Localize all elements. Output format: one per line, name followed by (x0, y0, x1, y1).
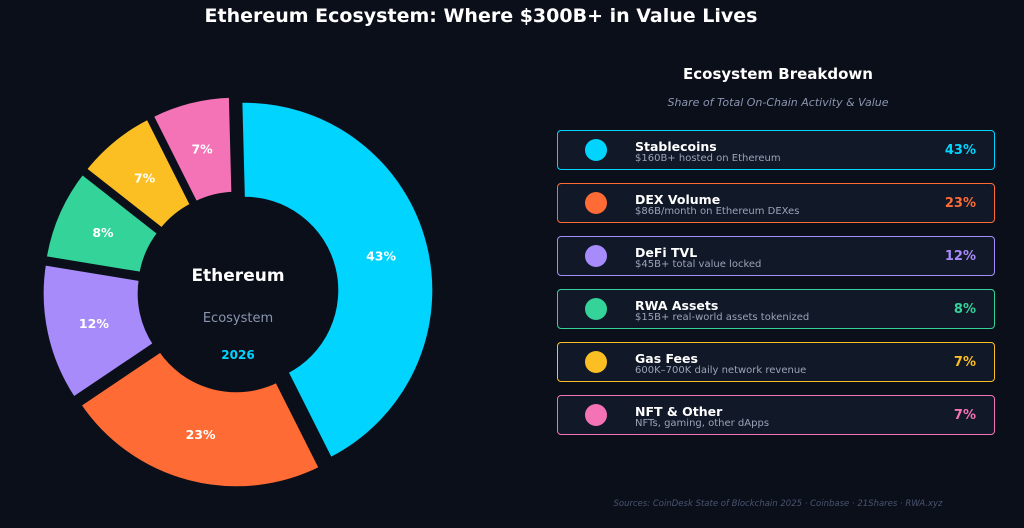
legend-dot-icon (585, 351, 607, 373)
card-percent: 23% (944, 196, 976, 211)
slice-label: 43% (366, 249, 396, 264)
slice-nft-other (148, 92, 237, 207)
card-name: Gas Fees (635, 351, 698, 366)
card-description: NFTs, gaming, other dApps (635, 418, 770, 429)
legend-dot-icon (585, 139, 607, 161)
legend-dot-icon (585, 404, 607, 426)
panel-subtitle: Share of Total On-Chain Activity & Value (667, 96, 889, 109)
card-percent: 7% (953, 355, 976, 370)
breakdown-card-dex-volume: DEX Volume $86B/month on Ethereum DEXes 23… (557, 183, 995, 223)
legend-dot-icon (585, 192, 607, 214)
slice-label: 7% (191, 141, 213, 156)
legend-dot-icon (585, 245, 607, 267)
card-description: $15B+ real-world assets tokenized (635, 312, 810, 323)
card-name: NFT & Other (635, 404, 723, 419)
donut-hole (147, 201, 329, 383)
card-percent: 8% (953, 302, 976, 317)
center-title: Ethereum (191, 266, 284, 286)
card-percent: 12% (944, 249, 976, 264)
slice-stablecoins (237, 97, 438, 463)
panel-title: Ecosystem Breakdown (683, 65, 873, 83)
card-description: 600K–700K daily network revenue (635, 365, 807, 376)
card-description: $45B+ total value locked (635, 259, 762, 270)
slice-rwa-assets (41, 169, 163, 277)
breakdown-card-stablecoins: Stablecoins $160B+ hosted on Ethereum 43% (557, 130, 995, 170)
card-percent: 7% (953, 408, 976, 423)
slice-label: 7% (134, 170, 156, 185)
card-name: RWA Assets (635, 298, 719, 313)
breakdown-card-rwa-assets: RWA Assets $15B+ real-world assets tokeni… (557, 289, 995, 329)
breakdown-card-defi-tvl: DeFi TVL $45B+ total value locked 12% (557, 236, 995, 276)
card-description: $86B/month on Ethereum DEXes (635, 206, 800, 217)
slice-label: 8% (92, 225, 114, 240)
slice-label: 23% (186, 427, 216, 442)
center-subtitle: Ecosystem (203, 311, 273, 326)
card-name: DEX Volume (635, 192, 721, 207)
chart-title: Ethereum Ecosystem: Where $300B+ in Valu… (204, 5, 758, 27)
card-description: $160B+ hosted on Ethereum (635, 153, 781, 164)
donut-chart: Ethereum Ecosystem 2026 43% 23% 12% 8% 7% 7% (38, 92, 438, 492)
center-year: 2026 (221, 348, 254, 362)
sources-footnote: Sources: CoinDesk State of Blockchain 20… (613, 499, 943, 509)
slice-label: 12% (79, 316, 109, 331)
legend-dot-icon (585, 298, 607, 320)
slice-dex-volume (76, 347, 325, 492)
card-percent: 43% (944, 143, 976, 158)
breakdown-card-gas-fees: Gas Fees 600K–700K daily network revenue 7… (557, 342, 995, 382)
card-name: DeFi TVL (635, 245, 698, 260)
card-name: Stablecoins (635, 139, 717, 154)
slice-defi-tvl (38, 260, 159, 402)
slice-gas-fees (81, 114, 196, 233)
breakdown-card-nft-other: NFT & Other NFTs, gaming, other dApps 7% (557, 395, 995, 435)
